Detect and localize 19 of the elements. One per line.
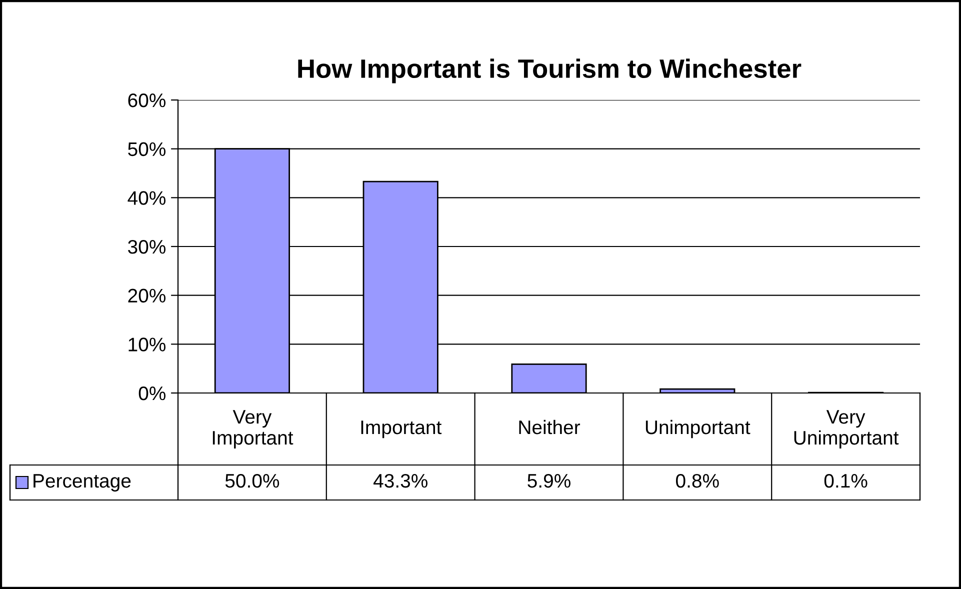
chart-title: How Important is Tourism to Winchester: [298, 58, 802, 84]
data-label: 0.1%: [824, 474, 868, 488]
x-tick-label: Very Unimportant: [794, 410, 899, 449]
x-tick-label: Important: [361, 420, 442, 438]
x-tick-label: Very Important: [212, 410, 294, 449]
data-label: 50.0%: [225, 474, 280, 488]
y-tick-label: 30%: [128, 240, 166, 254]
data-label: 43.3%: [373, 474, 428, 488]
x-tick-label: Neither: [519, 420, 580, 434]
y-tick-label: 40%: [128, 191, 166, 205]
y-tick-label: 10%: [128, 338, 166, 352]
y-tick-label: 60%: [128, 93, 166, 108]
data-label: 5.9%: [528, 474, 570, 488]
y-tick-label: 20%: [128, 288, 166, 303]
x-tick-label: Unimportant: [646, 420, 750, 438]
legend-label: Percentage: [34, 474, 131, 492]
y-tick-label: 0%: [138, 386, 166, 400]
y-tick-label: 50%: [128, 142, 166, 156]
data-label: 0.8%: [676, 474, 719, 488]
